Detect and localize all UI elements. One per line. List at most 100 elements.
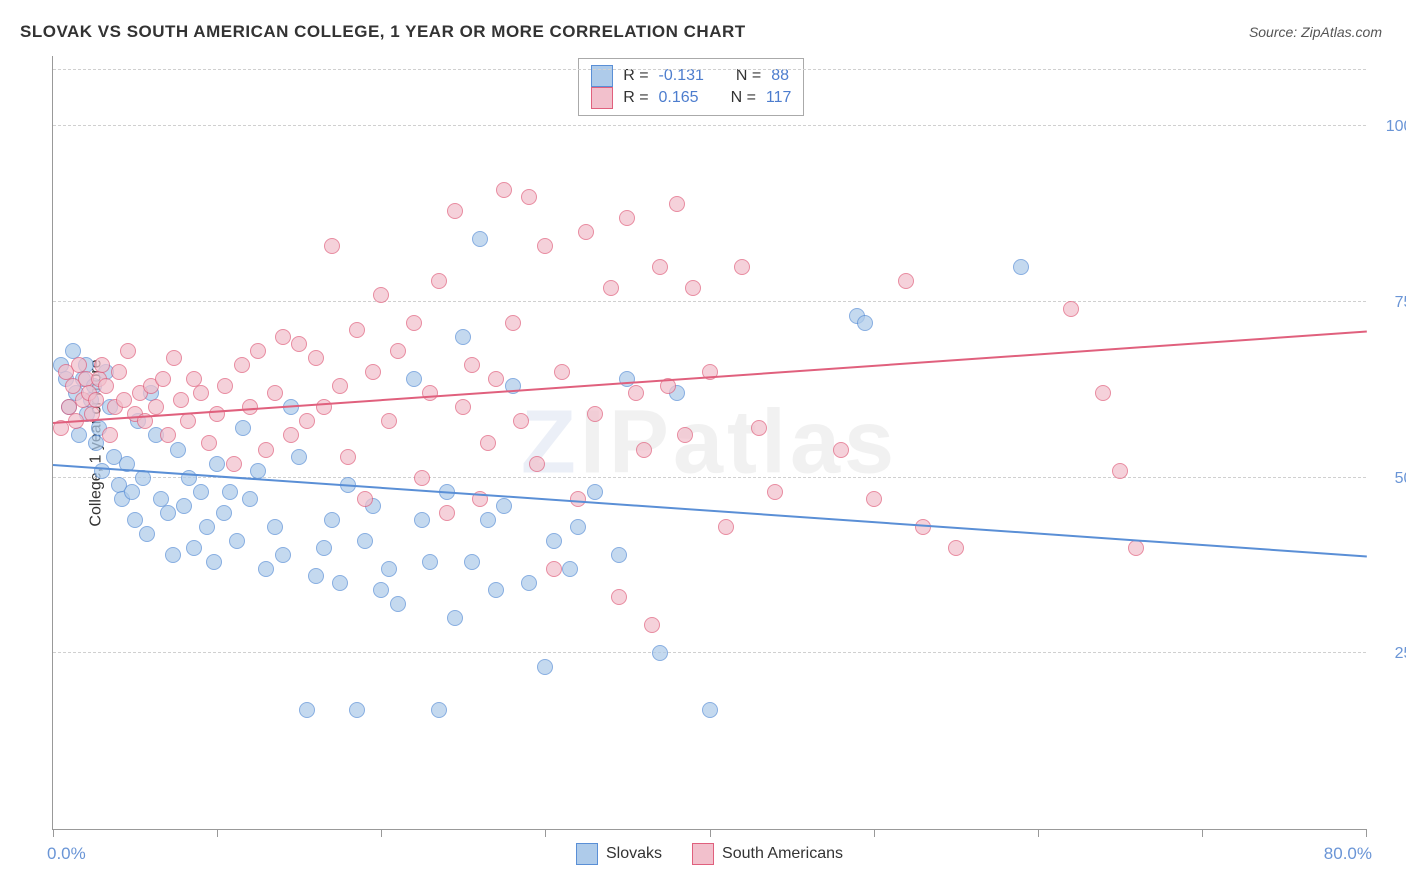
y-tick-label: 75.0%	[1370, 294, 1406, 312]
scatter-point	[718, 519, 734, 535]
stat-row: R =0.165N =117	[591, 87, 791, 109]
scatter-point	[390, 596, 406, 612]
scatter-point	[578, 224, 594, 240]
scatter-point	[258, 442, 274, 458]
scatter-point	[160, 427, 176, 443]
legend-label: South Americans	[722, 845, 843, 862]
scatter-point	[226, 456, 242, 472]
scatter-point	[464, 357, 480, 373]
x-tick-mark	[217, 829, 218, 837]
scatter-point	[193, 484, 209, 500]
scatter-point	[165, 547, 181, 563]
stat-n-value: 117	[766, 89, 792, 107]
scatter-point	[505, 315, 521, 331]
scatter-point	[390, 343, 406, 359]
scatter-point	[439, 505, 455, 521]
x-tick-mark	[545, 829, 546, 837]
scatter-point	[554, 364, 570, 380]
x-tick-mark	[710, 829, 711, 837]
scatter-point	[751, 420, 767, 436]
scatter-point	[521, 575, 537, 591]
scatter-point	[1112, 463, 1128, 479]
scatter-point	[173, 392, 189, 408]
scatter-point	[431, 702, 447, 718]
scatter-point	[480, 512, 496, 528]
scatter-point	[373, 582, 389, 598]
scatter-point	[480, 435, 496, 451]
scatter-point	[201, 435, 217, 451]
scatter-point	[340, 449, 356, 465]
scatter-point	[381, 561, 397, 577]
scatter-point	[349, 322, 365, 338]
legend-swatch	[576, 843, 598, 865]
scatter-point	[267, 519, 283, 535]
scatter-point	[644, 617, 660, 633]
y-tick-label: 100.0%	[1370, 118, 1406, 136]
scatter-point	[464, 554, 480, 570]
scatter-point	[275, 547, 291, 563]
scatter-point	[636, 442, 652, 458]
stat-swatch	[591, 87, 613, 109]
scatter-point	[546, 533, 562, 549]
scatter-point	[186, 540, 202, 556]
scatter-point	[349, 702, 365, 718]
scatter-point	[734, 259, 750, 275]
scatter-point	[176, 498, 192, 514]
scatter-point	[181, 470, 197, 486]
scatter-point	[209, 456, 225, 472]
x-tick-mark	[1202, 829, 1203, 837]
scatter-point	[496, 498, 512, 514]
scatter-point	[619, 210, 635, 226]
scatter-point	[587, 484, 603, 500]
scatter-point	[1095, 385, 1111, 401]
y-tick-label: 25.0%	[1370, 645, 1406, 663]
scatter-point	[488, 371, 504, 387]
scatter-point	[857, 315, 873, 331]
plot-area: College, 1 year or more ZIPatlas R =-0.1…	[52, 56, 1366, 830]
scatter-point	[116, 392, 132, 408]
stat-r-value: 0.165	[659, 89, 699, 107]
scatter-point	[94, 463, 110, 479]
scatter-point	[570, 491, 586, 507]
scatter-point	[124, 484, 140, 500]
correlation-chart: SLOVAK VS SOUTH AMERICAN COLLEGE, 1 YEAR…	[0, 0, 1406, 892]
scatter-point	[652, 259, 668, 275]
scatter-point	[291, 336, 307, 352]
scatter-point	[431, 273, 447, 289]
scatter-point	[447, 610, 463, 626]
scatter-point	[332, 575, 348, 591]
trend-line	[53, 330, 1367, 423]
scatter-point	[222, 484, 238, 500]
scatter-point	[628, 385, 644, 401]
scatter-point	[406, 371, 422, 387]
scatter-point	[308, 350, 324, 366]
legend-item: South Americans	[692, 843, 843, 865]
source-link[interactable]: Source: ZipAtlas.com	[1249, 24, 1382, 40]
scatter-point	[422, 554, 438, 570]
scatter-point	[127, 512, 143, 528]
scatter-point	[488, 582, 504, 598]
x-tick-mark	[53, 829, 54, 837]
stats-box: R =-0.131N =88R =0.165N =117	[578, 58, 804, 116]
scatter-point	[180, 413, 196, 429]
legend-label: Slovaks	[606, 845, 662, 862]
scatter-point	[148, 399, 164, 415]
scatter-point	[250, 343, 266, 359]
stat-n-label: N =	[731, 89, 756, 107]
scatter-point	[521, 189, 537, 205]
legend-item: Slovaks	[576, 843, 662, 865]
scatter-point	[234, 357, 250, 373]
scatter-point	[88, 435, 104, 451]
gridline	[53, 125, 1366, 126]
scatter-point	[88, 392, 104, 408]
scatter-point	[365, 364, 381, 380]
scatter-point	[170, 442, 186, 458]
scatter-point	[570, 519, 586, 535]
scatter-point	[120, 343, 136, 359]
scatter-point	[669, 196, 685, 212]
scatter-point	[98, 378, 114, 394]
scatter-point	[702, 702, 718, 718]
x-tick-mark	[381, 829, 382, 837]
gridline	[53, 301, 1366, 302]
scatter-point	[833, 442, 849, 458]
